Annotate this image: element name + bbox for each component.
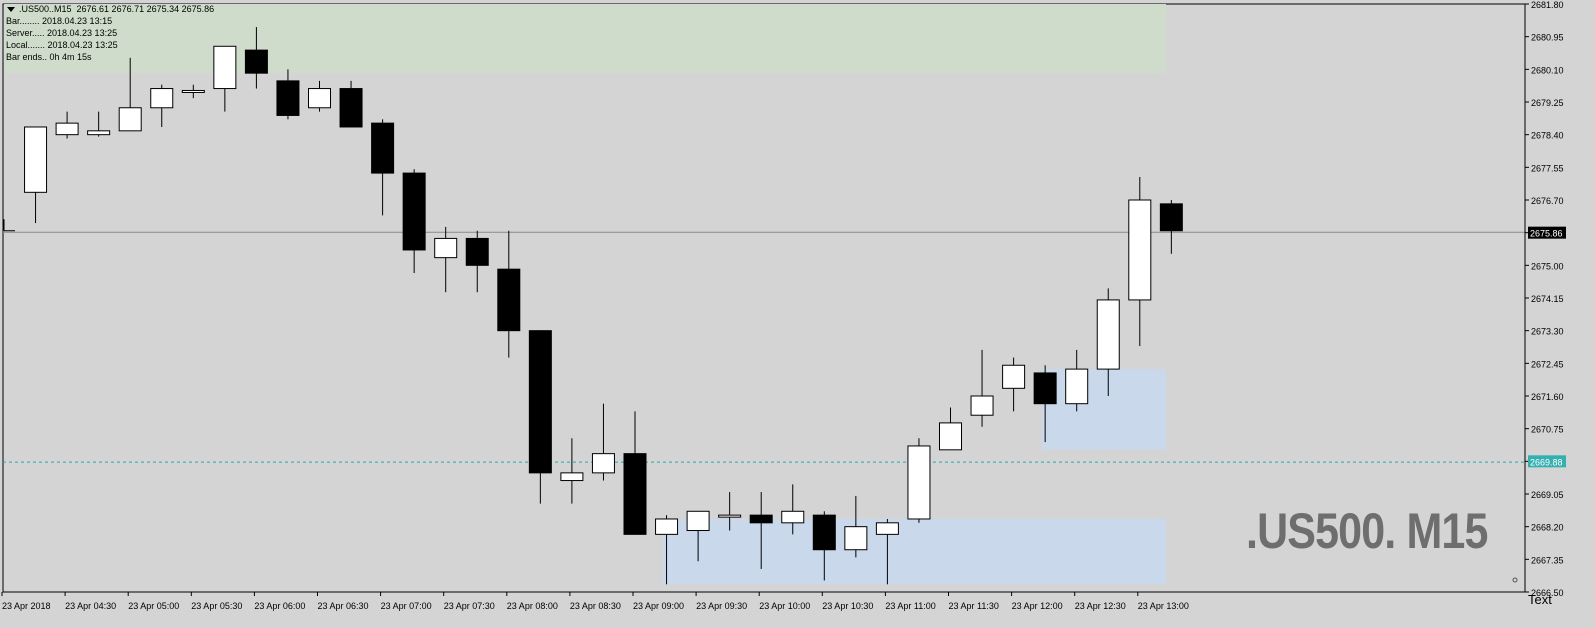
candle-body[interactable] [749, 514, 773, 524]
candle-body[interactable] [812, 514, 836, 551]
symbol-ohlc-text: .US500..M15 2676.61 2676.71 2675.34 2675… [19, 4, 215, 14]
candle-body[interactable] [623, 453, 647, 535]
info-title-row: .US500..M15 2676.61 2676.71 2675.34 2675… [6, 3, 214, 15]
bar-time-text: Bar........ 2018.04.23 13:15 [6, 16, 113, 26]
time-tick-label: 23 Apr 05:00 [128, 601, 179, 611]
candle-body[interactable] [213, 45, 237, 90]
price-tick-label: 2672.45 [1531, 359, 1564, 369]
text-object[interactable]: Text [1528, 592, 1552, 607]
candle-body[interactable] [87, 130, 111, 136]
candle-body[interactable] [276, 80, 300, 116]
time-tick-label: 23 Apr 11:30 [949, 601, 999, 611]
price-tick-label: 2667.35 [1531, 555, 1564, 565]
candle-body[interactable] [402, 172, 426, 251]
time-tick-label: 23 Apr 08:00 [507, 601, 558, 611]
time-tick-label: 23 Apr 2018 [2, 601, 51, 611]
blue-zone-1 [1042, 369, 1166, 450]
time-tick-label: 23 Apr 07:30 [444, 601, 495, 611]
blue-zone-2 [663, 518, 1166, 585]
time-tick-label: 23 Apr 09:00 [633, 601, 684, 611]
candle-body[interactable] [118, 107, 142, 132]
candle-body[interactable] [655, 518, 679, 535]
price-tick-label: 2678.40 [1531, 131, 1564, 141]
price-tick-label: 2679.25 [1531, 98, 1564, 108]
candle-body[interactable] [497, 268, 521, 332]
candle-body[interactable] [1128, 199, 1152, 301]
candle-body[interactable] [24, 126, 48, 193]
time-tick-label: 23 Apr 06:00 [254, 601, 305, 611]
time-tick-label: 23 Apr 05:30 [191, 601, 242, 611]
candle-body[interactable] [1096, 299, 1120, 370]
candle-body[interactable] [875, 522, 899, 535]
server-time-text: Server..... 2018.04.23 13:25 [6, 28, 118, 38]
candle-body[interactable] [55, 122, 79, 136]
time-tick-label: 23 Apr 10:30 [822, 601, 873, 611]
price-tick-label: 2681.80 [1531, 0, 1564, 10]
candle-body[interactable] [434, 237, 458, 259]
candle-body[interactable] [907, 445, 931, 520]
candle-body[interactable] [1002, 364, 1026, 389]
candle-body[interactable] [1159, 203, 1183, 232]
price-tick-label: 2673.30 [1531, 327, 1564, 337]
candle-body[interactable] [686, 510, 710, 532]
local-time-text: Local....... 2018.04.23 13:25 [6, 40, 118, 50]
price-tick-label: 2666.50 [1531, 588, 1564, 598]
candle-body[interactable] [560, 472, 584, 482]
collapse-triangle-icon[interactable] [7, 6, 15, 12]
level-price-label-bg [1528, 455, 1566, 468]
candle-body[interactable] [939, 422, 962, 451]
candle-body[interactable] [1033, 372, 1057, 405]
candle-body[interactable] [1065, 368, 1089, 405]
price-tick-label: 2674.15 [1531, 294, 1564, 304]
candle-body[interactable] [718, 514, 742, 518]
candle-body[interactable] [339, 88, 363, 128]
time-tick-label: 23 Apr 07:00 [381, 601, 432, 611]
price-tick-label: 2676.70 [1531, 196, 1564, 206]
candle-body[interactable] [465, 237, 489, 266]
price-tick-label: 2668.20 [1531, 523, 1564, 533]
time-tick-label: 23 Apr 06:30 [318, 601, 369, 611]
info-panel: .US500..M15 2676.61 2676.71 2675.34 2675… [6, 3, 214, 63]
candle-body[interactable] [781, 510, 805, 524]
time-tick-label: 23 Apr 09:30 [696, 601, 747, 611]
candle-body[interactable] [528, 330, 552, 474]
price-tick-label: 2670.75 [1531, 425, 1564, 435]
price-tick-label: 2677.55 [1531, 163, 1564, 173]
time-tick-label: 23 Apr 12:00 [1012, 601, 1063, 611]
time-tick-label: 23 Apr 11:00 [885, 601, 935, 611]
candle-body[interactable] [970, 395, 994, 416]
bar-ends-text: Bar ends.. 0h 4m 15s [6, 52, 92, 62]
candle-body[interactable] [181, 89, 205, 93]
time-tick-label: 23 Apr 10:00 [759, 601, 810, 611]
level-price-label: 2669.88 [1530, 457, 1563, 467]
time-tick-label: 23 Apr 08:30 [570, 601, 621, 611]
candle-body[interactable] [371, 122, 395, 174]
current-price-label-bg [1528, 226, 1566, 239]
price-tick-label: 2680.10 [1531, 65, 1564, 75]
plot-area[interactable] [2, 3, 1526, 593]
candle-body[interactable] [308, 88, 331, 109]
price-tick-label: 2671.60 [1531, 392, 1564, 402]
price-tick-label: 2680.95 [1531, 33, 1564, 43]
text-object-anchor-icon [1512, 577, 1518, 583]
candle-body[interactable] [150, 88, 174, 109]
current-price-label: 2675.86 [1530, 229, 1563, 239]
price-tick-label: 2669.05 [1531, 490, 1564, 500]
price-tick-label: 2675.00 [1531, 261, 1564, 271]
symbol-watermark: .US500. M15 [1246, 503, 1488, 559]
candle-body[interactable] [844, 526, 868, 551]
time-tick-label: 23 Apr 13:00 [1138, 601, 1189, 611]
candle-body[interactable] [244, 49, 268, 74]
candle-body[interactable] [591, 453, 615, 474]
green-zone-0 [4, 4, 1166, 74]
time-tick-label: 23 Apr 12:30 [1075, 601, 1126, 611]
time-tick-label: 23 Apr 04:30 [65, 601, 116, 611]
